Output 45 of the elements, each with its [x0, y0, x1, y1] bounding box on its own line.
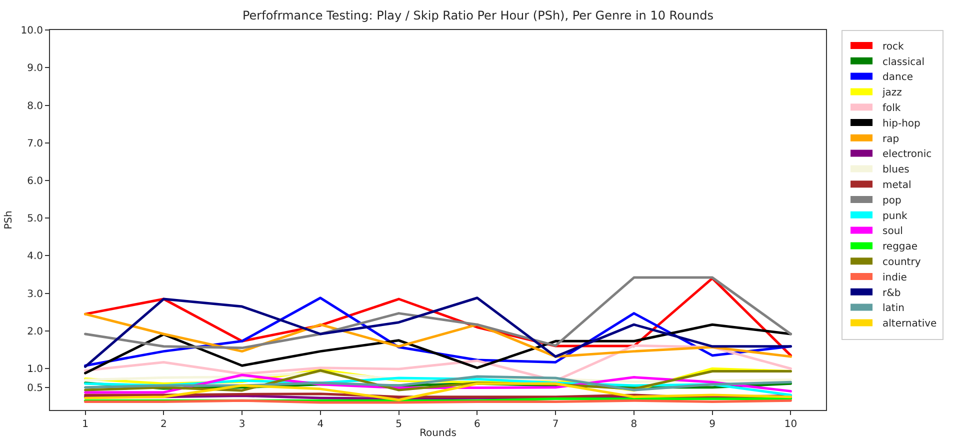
legend-label: jazz	[882, 88, 902, 99]
legend-label: indie	[882, 272, 907, 284]
y-tick-label: 6.0	[27, 176, 43, 187]
legend-label: classical	[882, 56, 925, 68]
legend-label: metal	[882, 180, 912, 191]
x-tick-label: 8	[630, 419, 638, 430]
y-tick-label: 8.0	[27, 100, 43, 112]
legend-label: blues	[882, 164, 910, 176]
x-tick-label: 2	[160, 419, 167, 430]
legend-label: electronic	[882, 149, 932, 160]
line-series	[84, 323, 792, 374]
legend-label: alternative	[882, 318, 937, 330]
x-tick-label: 4	[317, 419, 324, 430]
legend-label: soul	[882, 226, 903, 238]
legend-label: folk	[882, 103, 901, 114]
y-tick-label: 10.0	[20, 26, 43, 36]
legend-label: punk	[882, 210, 908, 222]
y-tick-label: 1.0	[27, 364, 43, 376]
legend-label: rap	[882, 134, 900, 145]
y-tick-label: 4.0	[27, 251, 43, 262]
legend-label: r&b	[882, 288, 901, 299]
x-tick-label: 5	[396, 419, 402, 430]
legend-label: reggae	[882, 242, 918, 253]
y-tick-label: 3.0	[27, 288, 43, 300]
x-tick-label: 9	[709, 419, 716, 430]
legend-label: pop	[882, 195, 902, 206]
y-tick-label: 7.0	[27, 138, 43, 150]
x-tick-label: 10	[784, 419, 798, 430]
legend-label: dance	[882, 72, 913, 84]
legend-label: latin	[882, 303, 904, 314]
line-series	[84, 382, 792, 402]
x-tick-label: 1	[82, 419, 88, 430]
x-axis-title: Rounds	[420, 428, 456, 439]
x-tick-label: 6	[474, 419, 480, 430]
legend-label: hip-hop	[882, 118, 920, 130]
legend-label: rock	[882, 41, 904, 52]
y-axis-title: PSh	[4, 210, 15, 230]
chart-title: Perfofrmance Testing: Play / Skip Ratio Per Hour (PSh), Per Genre in 10 Rounds	[242, 8, 714, 22]
legend-label: country	[882, 257, 921, 268]
y-tick-label: 9.0	[27, 63, 43, 74]
y-tick-label: 5.0	[27, 214, 43, 225]
y-tick-label: 2.0	[27, 326, 43, 338]
x-tick-label: 7	[552, 419, 559, 430]
y-tick-label: 0.5	[27, 382, 43, 394]
x-tick-label: 3	[238, 419, 246, 430]
